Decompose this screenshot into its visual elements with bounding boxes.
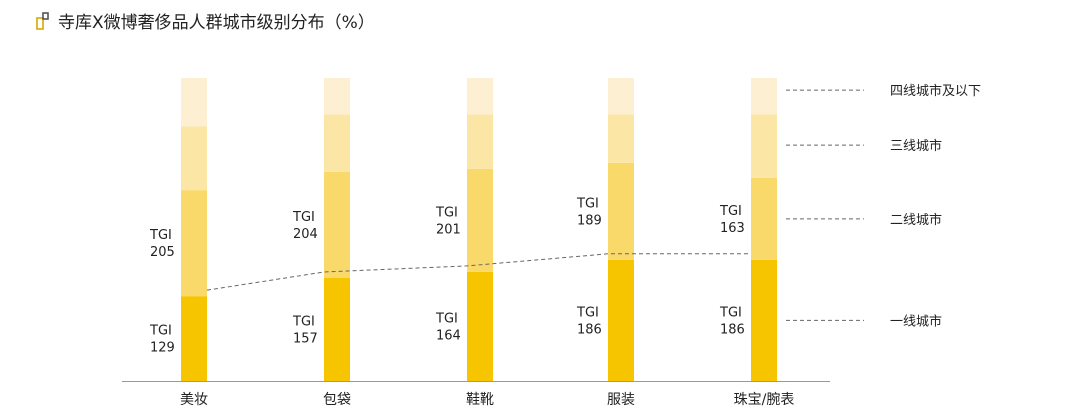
tgi-value: 189 xyxy=(577,213,602,228)
bar-segment-1 xyxy=(467,271,493,381)
tgi-value: 129 xyxy=(150,341,175,356)
bar-segment-3 xyxy=(751,114,777,178)
category-label: 美妆 xyxy=(180,392,208,408)
tgi-label: TGI xyxy=(435,205,458,220)
bar-segment-1 xyxy=(181,296,207,381)
tgi-value: 186 xyxy=(577,322,602,337)
tgi-value: 157 xyxy=(293,331,318,346)
bar-segment-2 xyxy=(751,177,777,260)
tgi-label: TGI xyxy=(292,314,315,329)
bar-segment-1 xyxy=(751,259,777,381)
bar-segment-4 xyxy=(751,78,777,115)
bar-segment-1 xyxy=(324,277,350,381)
legend-label: 四线城市及以下 xyxy=(890,83,981,99)
bar-segment-3 xyxy=(324,114,350,172)
bar-segment-4 xyxy=(467,78,493,115)
tgi-label: TGI xyxy=(576,305,599,320)
bar-segment-3 xyxy=(181,126,207,191)
bar-segment-1 xyxy=(608,259,634,381)
tgi-value: 186 xyxy=(720,322,745,337)
bar-segment-2 xyxy=(181,190,207,297)
tgi-value: 204 xyxy=(293,227,318,242)
category-label: 鞋靴 xyxy=(466,392,494,408)
bar-segment-2 xyxy=(608,162,634,260)
chart-icon xyxy=(36,11,49,30)
bar-segment-4 xyxy=(181,78,207,127)
tgi-label: TGI xyxy=(719,305,742,320)
bar-segment-2 xyxy=(467,168,493,272)
tgi-label: TGI xyxy=(149,324,172,339)
tgi-label: TGI xyxy=(576,196,599,211)
chart-title-text: 寺库X微博奢侈品人群城市级别分布（%） xyxy=(58,13,375,33)
bar-segment-4 xyxy=(324,78,350,115)
tgi-value: 201 xyxy=(436,222,461,237)
tgi-value: 163 xyxy=(720,221,745,236)
bar-segment-3 xyxy=(608,114,634,163)
tgi-label: TGI xyxy=(719,204,742,219)
tgi-label: TGI xyxy=(149,228,172,243)
category-label: 服装 xyxy=(607,392,635,408)
bar-segment-2 xyxy=(324,171,350,278)
legend-label: 三线城市 xyxy=(890,138,942,154)
tier1-trend-line xyxy=(206,253,751,291)
tgi-value: 205 xyxy=(150,245,175,260)
category-label: 包袋 xyxy=(323,392,351,408)
bar-segment-4 xyxy=(608,78,634,115)
legend-label: 一线城市 xyxy=(890,313,942,329)
chart-title: 寺库X微博奢侈品人群城市级别分布（%） xyxy=(36,8,375,33)
tgi-label: TGI xyxy=(435,311,458,326)
tgi-label: TGI xyxy=(292,210,315,225)
legend-label: 二线城市 xyxy=(890,212,942,228)
category-label: 珠宝/腕表 xyxy=(734,392,795,408)
bar-segment-3 xyxy=(467,114,493,169)
tgi-value: 164 xyxy=(436,328,461,343)
